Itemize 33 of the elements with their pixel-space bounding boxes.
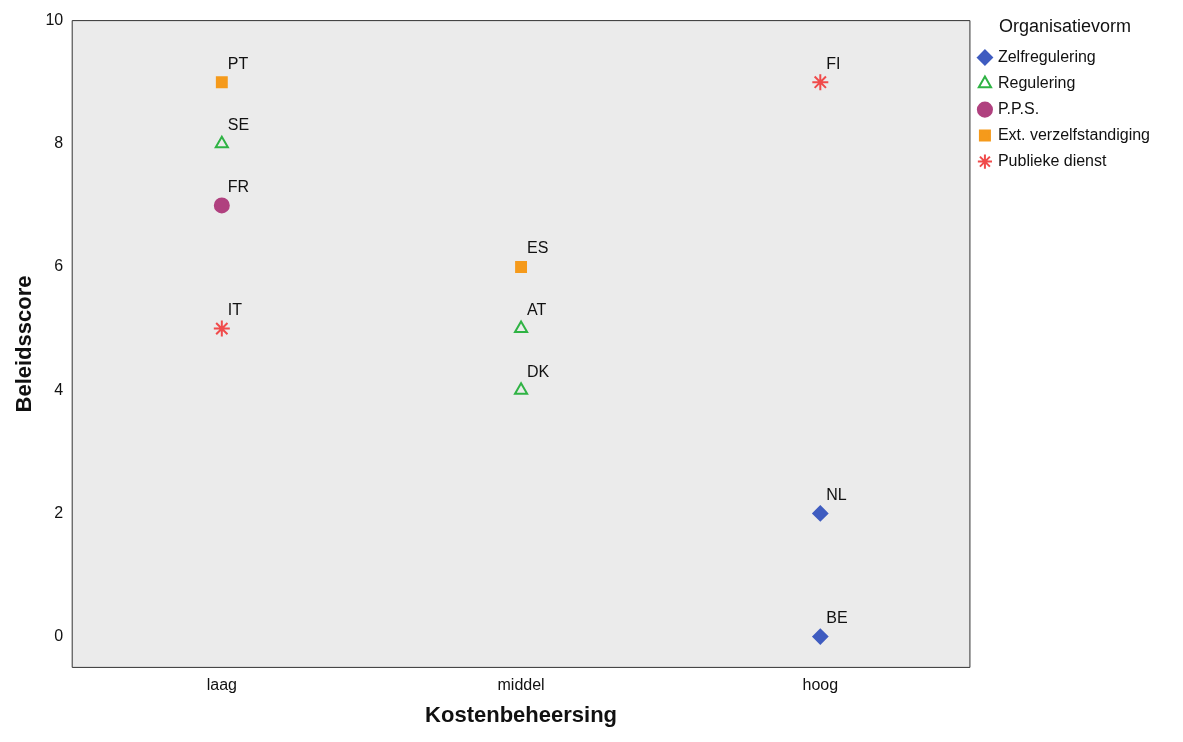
point (212, 319, 231, 338)
x-tick-label: hoog (802, 676, 839, 694)
y-tick-label: 0 (54, 627, 64, 645)
point (514, 320, 529, 334)
y-tick-label: 10 (45, 11, 64, 29)
legend-label: Ext. verzelfstandiging (997, 126, 1150, 144)
x-axis-title: Kostenbeheersing (425, 701, 618, 727)
y-axis-title: Beleidsscore (11, 275, 37, 413)
y-tick-label: 8 (54, 134, 64, 152)
y-tick-label: 2 (54, 503, 64, 521)
point (214, 135, 229, 149)
annotation: FI (826, 54, 841, 72)
annotation: SE (227, 116, 250, 134)
annotation: NL (826, 485, 847, 503)
x-tick-label: laag (206, 676, 237, 694)
point (515, 261, 528, 273)
annotation: DK (527, 362, 550, 380)
annotation: IT (227, 301, 243, 319)
point (215, 76, 228, 89)
legend-label: P.P.S. (997, 100, 1040, 118)
point (213, 197, 230, 214)
annotation: PT (227, 54, 249, 72)
legend-title: Organisatievorm (998, 15, 1131, 36)
y-tick-label: 6 (54, 257, 64, 275)
annotation: FR (227, 177, 250, 195)
y-tick-label: 4 (54, 380, 64, 398)
x-tick-label: middel (497, 676, 545, 694)
annotation: AT (527, 301, 547, 319)
legend-label: Publieke dienst (997, 152, 1107, 170)
legend-label: Zelfregulering (997, 48, 1096, 66)
annotation: ES (527, 239, 549, 257)
legend-label: Regulering (997, 74, 1076, 92)
annotation: BE (826, 609, 848, 627)
